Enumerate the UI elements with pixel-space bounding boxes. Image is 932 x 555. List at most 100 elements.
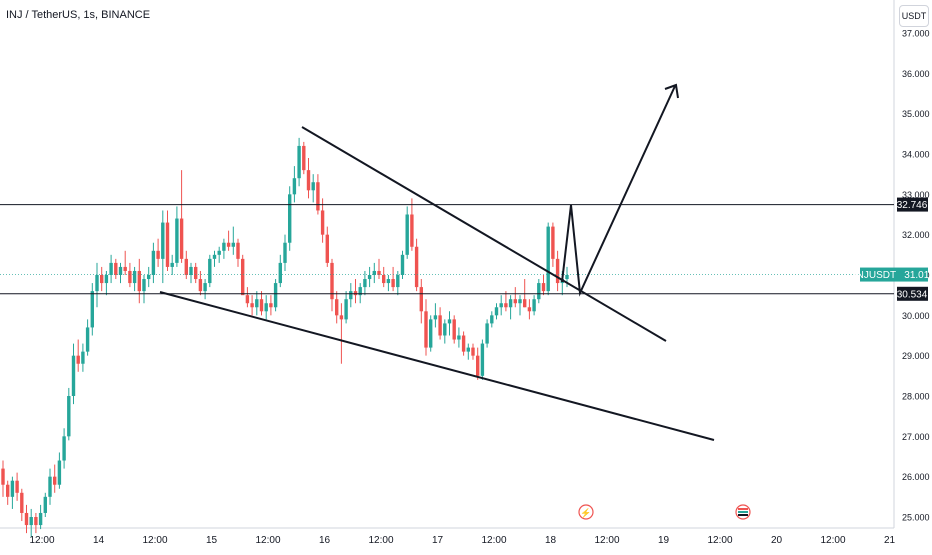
candle (273, 279, 278, 312)
candle-body (114, 262, 118, 275)
candle-body (414, 246, 419, 288)
candle (527, 299, 532, 320)
candle (95, 262, 99, 308)
candle-body (231, 242, 235, 247)
candle-body (118, 266, 123, 275)
projection-path[interactable] (561, 85, 676, 297)
candle-body (504, 303, 508, 308)
candle-body (264, 303, 268, 312)
event-markers: ⚡ (578, 504, 751, 520)
lower-trendline[interactable] (159, 291, 715, 441)
candle (198, 270, 203, 296)
candle (541, 275, 546, 296)
candle-body (123, 266, 127, 271)
candle-body (100, 275, 104, 284)
upper-trendline[interactable] (301, 126, 667, 342)
time-axis-label: 14 (93, 535, 105, 546)
candle (104, 270, 109, 296)
candle (278, 254, 282, 288)
support-tag-bg (897, 286, 928, 301)
candle-body (302, 145, 306, 171)
candle-body (170, 262, 174, 267)
candle (189, 262, 193, 284)
candle-body (161, 222, 165, 259)
symbol-title[interactable]: INJ / TetherUS, 1s, BINANCE (6, 9, 151, 21)
flash-event-icon[interactable] (578, 504, 594, 520)
candle (452, 315, 456, 344)
candle (457, 327, 461, 348)
candle-body (95, 275, 99, 292)
support-tag: 30.534 (897, 289, 928, 300)
price-axis-label: 36.000 (902, 69, 930, 79)
candle-body (198, 279, 203, 292)
time-axis-labels: 12:00 14 12:00 15 12:00 16 12:00 17 12:00 18 12:00… (29, 535, 895, 546)
candle (424, 299, 428, 356)
candle (494, 303, 499, 320)
candle-body (391, 279, 395, 288)
candle-body (546, 226, 550, 292)
candle (471, 343, 475, 360)
candle (419, 279, 423, 324)
candle (231, 226, 235, 255)
candle-body (278, 262, 282, 284)
candle-body (297, 145, 301, 179)
candle-body (283, 242, 287, 263)
candle (67, 387, 71, 441)
candle (508, 295, 513, 320)
candle (250, 295, 254, 316)
candle (245, 287, 250, 308)
candle (391, 266, 395, 292)
candle-body (410, 214, 414, 247)
candle (429, 315, 433, 352)
flash-event-glyph: ⚡ (580, 507, 591, 519)
candle-body (335, 299, 339, 316)
candle-body (165, 222, 170, 267)
price-axis-label: 25.000 (902, 513, 930, 523)
candle-body (518, 299, 522, 304)
candle-body (222, 242, 226, 251)
candle-body (386, 279, 391, 284)
candle-body (476, 355, 480, 376)
time-axis-label: 18 (545, 535, 557, 546)
candle (1, 460, 5, 497)
candle-body (76, 355, 80, 364)
candle (226, 230, 231, 251)
candle (306, 158, 311, 199)
candle (485, 319, 489, 348)
candle-body (443, 323, 447, 336)
candle (438, 307, 442, 340)
candle-body (457, 335, 461, 340)
candle (114, 258, 118, 280)
candles-group (1, 137, 569, 538)
candle-body (565, 275, 569, 280)
candle (15, 472, 19, 501)
candle-body (71, 355, 76, 396)
candle (302, 141, 306, 175)
candle (414, 238, 419, 292)
candle (269, 295, 273, 316)
candle (386, 275, 391, 292)
candle-body (316, 182, 320, 211)
candle-body (128, 270, 132, 284)
candle-body (90, 291, 94, 328)
candle (523, 279, 527, 308)
candle (48, 468, 52, 505)
currency-button[interactable]: USDT (899, 5, 929, 27)
candle (476, 347, 480, 380)
candle (292, 166, 297, 203)
candle (433, 303, 438, 328)
candle-body (194, 266, 198, 280)
candle (377, 258, 381, 280)
flag-stripe-icon (738, 511, 748, 513)
symbol-tag-bg (860, 267, 928, 282)
candle-body (10, 480, 15, 497)
time-axis-label: 12:00 (29, 535, 54, 546)
candle-body (212, 254, 217, 259)
candle (43, 492, 47, 517)
candle (466, 343, 470, 360)
candle (132, 266, 137, 292)
candle (363, 270, 367, 296)
candle (241, 254, 245, 296)
